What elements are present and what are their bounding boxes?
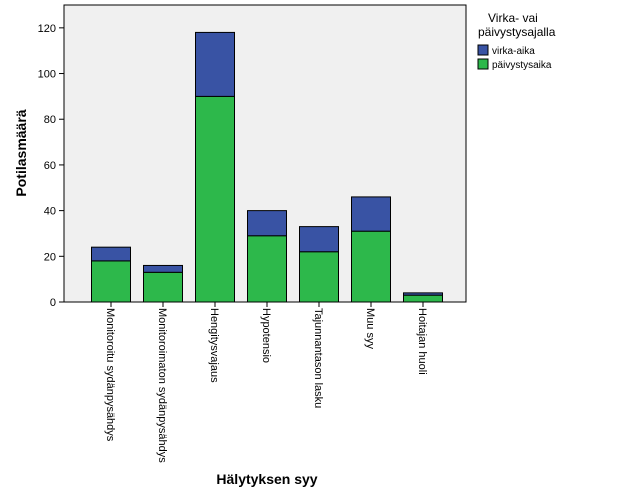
legend-swatch-virka-aika <box>477 44 489 56</box>
y-axis: 0 20 40 60 80 100 120 <box>38 23 64 309</box>
x-tick-label: Tajunnantason lasku <box>312 308 324 408</box>
bar-segment-päivystysaika <box>91 260 131 303</box>
legend: Virka- vai päivystysajalla virka-aika päi… <box>477 11 556 71</box>
bars-group <box>91 31 443 303</box>
bar-segment-päivystysaika <box>195 95 235 303</box>
legend-label-virka-aika: virka-aika <box>492 46 535 57</box>
y-tick-label: 100 <box>38 69 56 81</box>
legend-items: virka-aika päivystysaika <box>477 44 552 71</box>
bar-segment-päivystysaika <box>143 271 183 303</box>
bar-segment-virka-aika <box>299 226 339 253</box>
bar-segment-virka-aika <box>351 196 391 232</box>
x-tick-label: Monitoroimaton sydänpysähdys <box>156 308 168 463</box>
bar-segment-päivystysaika <box>351 230 391 303</box>
y-tick-label: 20 <box>44 251 56 263</box>
y-axis-title: Potilasmäärä <box>13 109 29 196</box>
bar-segment-virka-aika <box>143 264 183 273</box>
bar-segment-päivystysaika <box>247 235 287 303</box>
x-axis: Monitoroitu sydänpysähdys Monitoroimaton … <box>104 302 428 463</box>
legend-label-päivystysaika: päivystysaika <box>492 60 552 71</box>
bar-segment-virka-aika <box>247 210 287 237</box>
y-tick-label: 60 <box>44 160 56 172</box>
bar-segment-virka-aika <box>403 292 443 296</box>
legend-swatch-päivystysaika <box>477 58 489 70</box>
bar-segment-virka-aika <box>91 246 131 262</box>
x-tick-label: Hypotensio <box>260 308 272 363</box>
y-tick-label: 40 <box>44 206 56 218</box>
x-tick-label: Muu syy <box>364 308 376 349</box>
bar-segment-päivystysaika <box>299 251 339 303</box>
y-tick-label: 80 <box>44 114 56 126</box>
x-axis-title: Hälytyksen syy <box>216 471 317 487</box>
bar-segment-päivystysaika <box>403 294 443 303</box>
legend-title-line-1: Virka- vai <box>488 11 538 25</box>
x-tick-label: Hoitajan huoli <box>416 308 428 375</box>
y-tick-label: 120 <box>38 23 56 35</box>
y-tick-label: 0 <box>50 297 56 309</box>
legend-title-line-2: päivystysajalla <box>478 25 556 39</box>
bar-segment-virka-aika <box>195 31 235 97</box>
x-tick-label: Monitoroitu sydänpysähdys <box>104 308 116 442</box>
x-tick-label: Hengitysvajaus <box>208 308 220 383</box>
